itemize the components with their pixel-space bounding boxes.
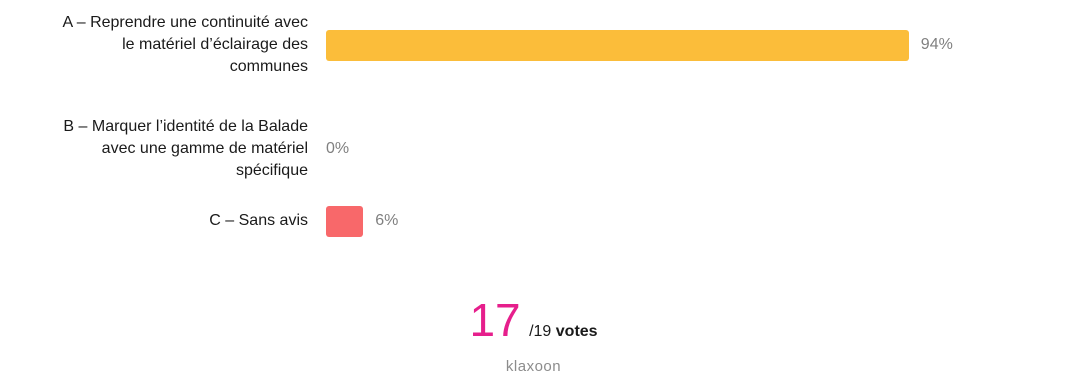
poll-option-row: C – Sans avis 6% (0, 205, 1067, 237)
poll-percent-label: 6% (375, 212, 399, 229)
poll-option-label: B – Marquer l’identité de la Balade avec… (63, 118, 308, 179)
poll-percent-label: 94% (920, 36, 953, 53)
bar-track: 94% (326, 12, 953, 78)
bar-track: 6% (326, 205, 946, 237)
poll-percent-label: 0% (326, 140, 350, 157)
brand-logo: klaxoon (505, 358, 562, 375)
votes-count: 17 (469, 294, 521, 346)
poll-option-label: A – Reprendre une continuité avec le mat… (62, 14, 309, 75)
votes-summary: 17 /19 votes (0, 295, 1067, 345)
poll-option-row: B – Marquer l’identité de la Balade avec… (0, 116, 1067, 182)
votes-total-number: /19 (529, 323, 552, 340)
bar-track: 0% (326, 116, 946, 182)
poll-option-label: C – Sans avis (209, 212, 308, 229)
votes-word: votes (555, 323, 598, 340)
votes-total: /19 votes (529, 323, 598, 340)
poll-bar (326, 205, 364, 237)
poll-bar (326, 29, 909, 61)
poll-option-row: A – Reprendre une continuité avec le mat… (0, 12, 1067, 78)
